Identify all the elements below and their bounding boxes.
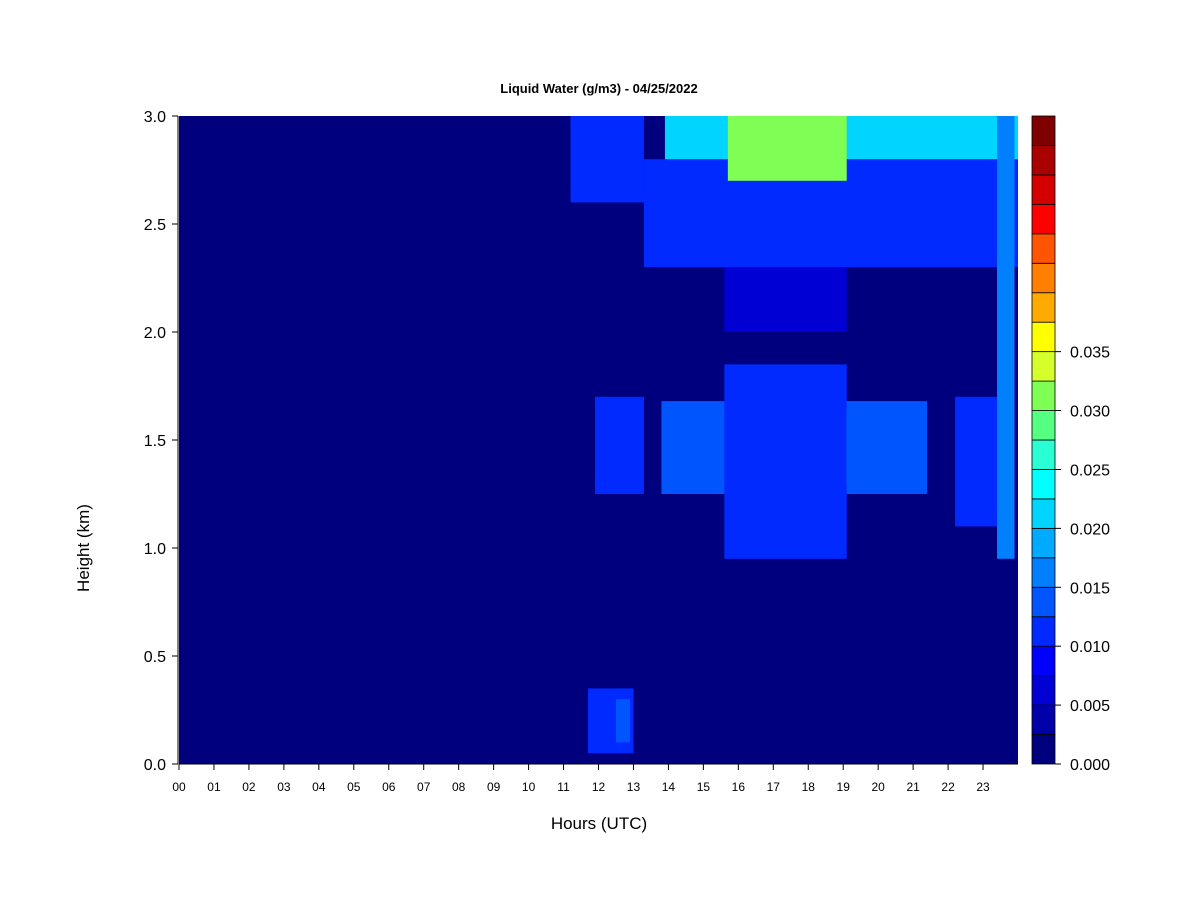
x-tick-label: 00 bbox=[172, 780, 186, 794]
y-tick-label: 2.0 bbox=[144, 325, 166, 342]
heatmap-cell bbox=[724, 267, 847, 332]
x-axis-label: Hours (UTC) bbox=[551, 814, 647, 833]
x-tick-label: 01 bbox=[207, 780, 221, 794]
colorbar-swatch bbox=[1031, 203, 1056, 235]
y-tick-label: 3.0 bbox=[144, 109, 166, 126]
y-tick-label: 0.0 bbox=[144, 757, 166, 774]
colorbar-swatch bbox=[1031, 292, 1056, 323]
colorbar-swatch bbox=[1031, 734, 1056, 765]
colorbar-tick-label: 0.020 bbox=[1070, 521, 1110, 538]
colorbar-tick-label: 0.015 bbox=[1070, 580, 1110, 597]
colorbar-swatch bbox=[1031, 675, 1056, 706]
x-tick-label: 21 bbox=[906, 780, 920, 794]
x-axis: 00 01 02 03 04 05 06 07 08 09 10 11 12 13 14 15 16 17 18 19… bbox=[172, 763, 1018, 794]
x-tick-label: 09 bbox=[487, 780, 501, 794]
plot-area bbox=[179, 116, 1018, 764]
heatmap-cell bbox=[595, 396, 644, 494]
heatmap-cell bbox=[570, 116, 644, 203]
y-tick-label: 1.5 bbox=[144, 433, 166, 450]
colorbar-swatch bbox=[1031, 439, 1056, 470]
x-tick-label: 06 bbox=[382, 780, 396, 794]
x-tick-label: 11 bbox=[557, 780, 570, 794]
colorbar-swatch bbox=[1031, 233, 1056, 264]
x-tick-label: 14 bbox=[662, 780, 676, 794]
colorbar-tick-label: 0.025 bbox=[1070, 462, 1110, 479]
x-tick-label: 15 bbox=[697, 780, 711, 794]
colorbar-swatch bbox=[1031, 557, 1056, 588]
x-tick-label: 03 bbox=[277, 780, 291, 794]
colorbar-tick-label: 0.035 bbox=[1070, 345, 1110, 362]
colorbar-swatch bbox=[1031, 616, 1056, 647]
y-axis: 0.0 0.5 1.0 1.5 2.0 2.5 3.0 bbox=[144, 109, 179, 774]
colorbar-swatch bbox=[1031, 527, 1056, 559]
y-tick-label: 0.5 bbox=[144, 649, 166, 666]
colorbar-swatch bbox=[1031, 174, 1056, 205]
colorbar-swatch bbox=[1031, 645, 1056, 677]
x-tick-label: 17 bbox=[767, 780, 781, 794]
heatmap-cell bbox=[179, 116, 571, 764]
y-tick-label: 1.0 bbox=[144, 541, 166, 558]
heatmap-cell bbox=[724, 364, 847, 559]
colorbar-swatch bbox=[1031, 262, 1056, 294]
colorbar-tick-label: 0.010 bbox=[1070, 639, 1110, 656]
x-tick-label: 18 bbox=[802, 780, 816, 794]
colorbar-swatch bbox=[1031, 321, 1056, 353]
heatmap-cell bbox=[997, 116, 1015, 559]
colorbar-swatch bbox=[1031, 704, 1056, 735]
colorbar-swatch bbox=[1031, 469, 1056, 500]
x-tick-label: 10 bbox=[522, 780, 536, 794]
x-tick-label: 05 bbox=[347, 780, 361, 794]
x-tick-label: 22 bbox=[941, 780, 955, 794]
chart-title: Liquid Water (g/m3) - 04/25/2022 bbox=[500, 81, 697, 96]
colorbar-swatch bbox=[1031, 498, 1056, 529]
x-tick-label: 04 bbox=[312, 780, 326, 794]
x-tick-label: 02 bbox=[242, 780, 256, 794]
y-axis-label: Height (km) bbox=[74, 504, 93, 592]
colorbar-swatch bbox=[1031, 410, 1056, 441]
colorbar: 0.000 0.005 0.010 0.015 0.020 0.025 0.030 0.035 bbox=[1031, 115, 1110, 774]
heatmap-cell bbox=[727, 116, 847, 181]
y-tick-label: 2.5 bbox=[144, 217, 166, 234]
colorbar-swatch bbox=[1031, 380, 1056, 411]
colorbar-swatch bbox=[1031, 351, 1056, 382]
x-tick-label: 23 bbox=[976, 780, 990, 794]
colorbar-swatch bbox=[1031, 145, 1056, 176]
colorbar-tick-label: 0.000 bbox=[1070, 757, 1110, 774]
colorbar-swatch bbox=[1031, 115, 1056, 146]
x-tick-label: 07 bbox=[417, 780, 431, 794]
x-tick-label: 20 bbox=[871, 780, 885, 794]
x-tick-label: 12 bbox=[592, 780, 606, 794]
colorbar-tick-label: 0.005 bbox=[1070, 698, 1110, 715]
colorbar-tick-label: 0.030 bbox=[1070, 404, 1110, 421]
heatmap-cell bbox=[615, 699, 630, 743]
x-tick-label: 08 bbox=[452, 780, 466, 794]
colorbar-swatch bbox=[1031, 586, 1056, 618]
x-tick-label: 16 bbox=[732, 780, 746, 794]
x-tick-label: 13 bbox=[627, 780, 641, 794]
x-tick-label: 19 bbox=[837, 780, 851, 794]
